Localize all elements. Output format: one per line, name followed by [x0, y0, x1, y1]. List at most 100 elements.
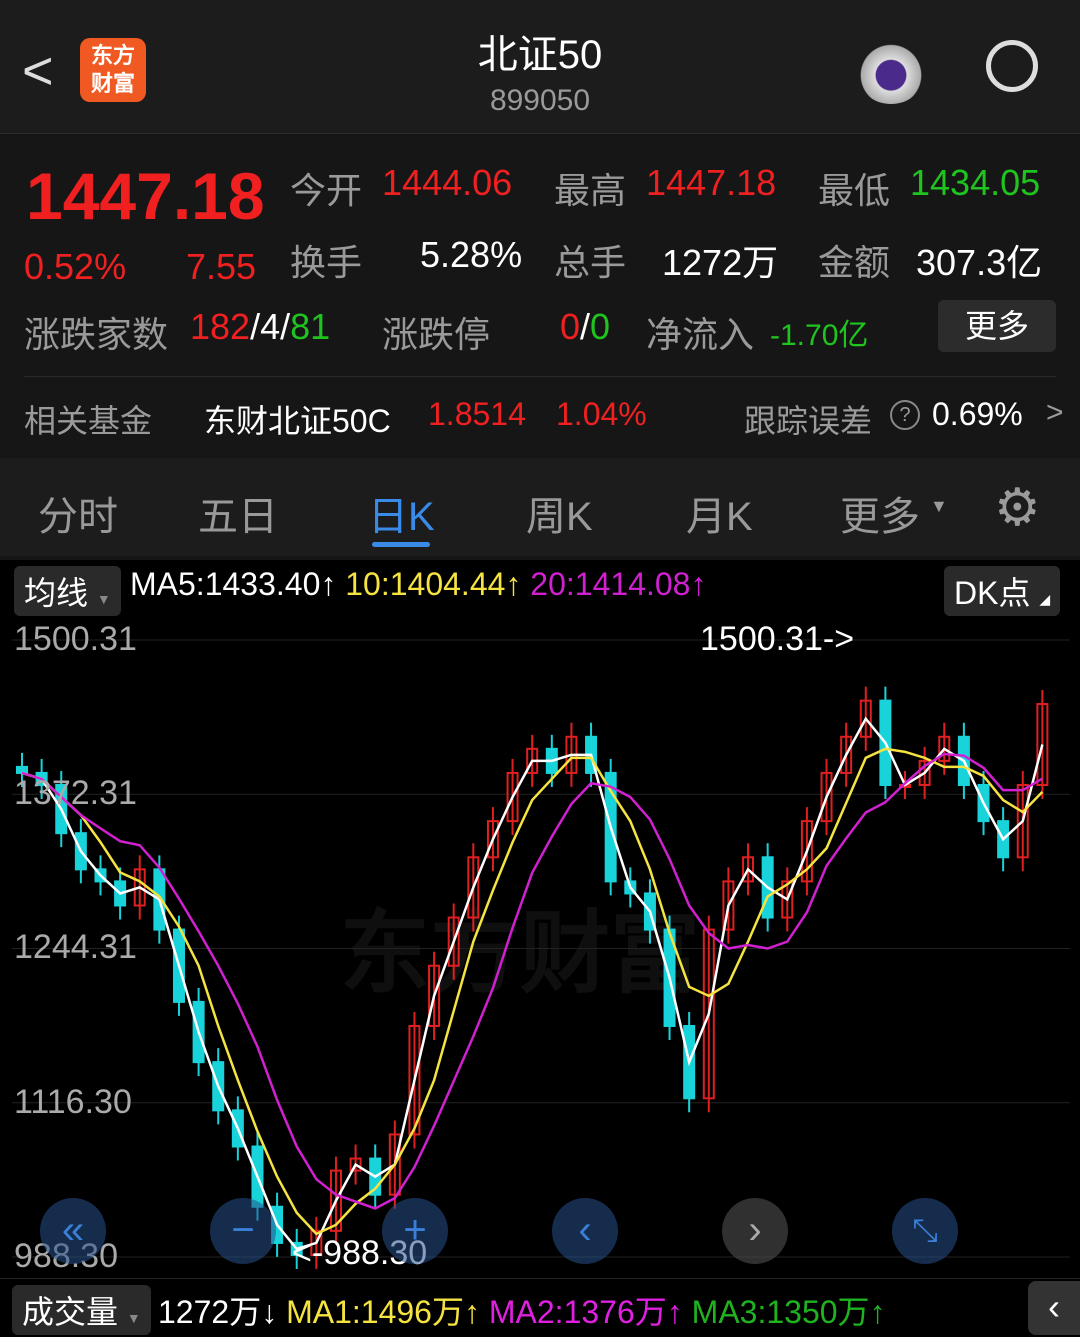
robot-assistant-icon[interactable] — [856, 40, 926, 104]
candle — [447, 916, 460, 967]
page-title: 北证50 — [477, 33, 603, 77]
ma20-value: 20:1414.08↑ — [530, 566, 707, 602]
scroll-right-button[interactable]: › — [722, 1198, 788, 1264]
high-label: 最高 — [554, 170, 627, 211]
ma-select-label: 均线 — [24, 575, 89, 611]
tab-daily-k[interactable]: 日K — [368, 495, 435, 539]
active-tab-indicator — [372, 542, 430, 547]
candle — [329, 1169, 342, 1232]
fund-nav: 1.8514 — [428, 396, 526, 432]
ma-legend: MA5:1433.40↑ 10:1404.44↑ 20:1414.08↑ — [130, 566, 706, 603]
gear-icon[interactable]: ⚙ — [994, 479, 1041, 537]
zoom-out-button[interactable]: − — [210, 1198, 276, 1264]
divider — [24, 376, 1056, 377]
y-tick-label: 1244.31 — [14, 928, 137, 967]
candle — [742, 856, 755, 883]
dk-point-button[interactable]: DK点 ◢ — [944, 566, 1061, 616]
vol-ma3: MA3:1350万↑ — [691, 1294, 886, 1330]
period-tabs: 分时 五日 日K 周K 月K 更多 ▼ ⚙ — [0, 458, 1080, 556]
watermark: 东方财富 — [340, 904, 700, 1004]
indicator-select-label: 成交量 — [22, 1294, 119, 1330]
more-button[interactable]: 更多 — [938, 300, 1056, 352]
candle — [349, 1157, 362, 1172]
stock-code: 899050 — [489, 84, 591, 117]
open-value: 1444.06 — [382, 162, 513, 203]
netflow-value: -1.70亿 — [770, 319, 869, 352]
turnover-label: 换手 — [290, 242, 363, 283]
volume-now: 1272万↓ — [158, 1294, 278, 1330]
volume-label: 总手 — [554, 242, 627, 283]
candle — [781, 880, 794, 919]
candle — [467, 856, 480, 919]
ma5-value: MA5:1433.40↑ — [130, 566, 337, 602]
vol-ma1: MA1:1496万↑ — [286, 1294, 480, 1330]
y-tick-label: 1500.31 — [14, 620, 137, 658]
turnover-value: 5.28% — [420, 234, 523, 275]
candlestick-chart[interactable] — [0, 560, 1080, 1337]
candle — [16, 765, 28, 774]
ma10-line — [21, 747, 1044, 1236]
low-label: 最低 — [818, 170, 891, 211]
ma20-line — [21, 752, 1044, 1210]
fullscreen-button[interactable]: ⤡ — [892, 1198, 958, 1264]
volume-legend: 1272万↓ MA1:1496万↑ MA2:1376万↑ MA3:1350万↑ — [158, 1287, 886, 1333]
candle — [310, 1229, 323, 1256]
tab-monthly-k[interactable]: 月K — [686, 495, 753, 539]
change-pct: 0.52% — [24, 246, 127, 287]
app-logo: 东方 财富 — [80, 38, 146, 102]
limit-up: 0 — [560, 306, 581, 347]
dk-label: DK点 — [954, 575, 1031, 611]
limit-label: 涨跌停 — [382, 314, 491, 355]
breadth-value: 182/4/81 — [190, 306, 331, 347]
ma10-value: 10:1404.44↑ — [345, 566, 522, 602]
candle — [820, 771, 833, 823]
up-count: 182 — [190, 306, 251, 347]
candle — [388, 1133, 401, 1196]
tracking-error-label: 跟踪误差 — [744, 403, 873, 439]
tab-intraday[interactable]: 分时 — [38, 495, 118, 539]
back-icon[interactable]: < — [22, 41, 54, 101]
candle — [722, 880, 735, 931]
change-value: 7.55 — [186, 246, 257, 287]
collapse-button[interactable]: ‹ — [1028, 1281, 1080, 1335]
volume-value: 1272万 — [662, 242, 779, 283]
vol-ma2: MA2:1376万↑ — [488, 1294, 683, 1330]
scroll-left-button[interactable]: ‹ — [552, 1198, 618, 1264]
candle — [918, 759, 931, 786]
kline-chart-area: 均线 ▼ MA5:1433.40↑ 10:1404.44↑ 20:1414.08… — [0, 560, 1080, 1337]
ma5-line — [21, 716, 1044, 1251]
netflow-label: 净流入 — [646, 314, 755, 355]
last-price: 1447.18 — [26, 159, 265, 233]
tracking-error-value: 0.69% — [932, 396, 1023, 432]
candle — [133, 868, 146, 907]
candle — [1016, 783, 1029, 859]
fund-pct: 1.04% — [556, 396, 647, 432]
candle — [506, 771, 519, 823]
candle — [428, 964, 441, 1027]
chevron-right-icon[interactable]: > — [1046, 396, 1064, 429]
zoom-in-button[interactable]: + — [382, 1198, 448, 1264]
limit-down: 0 — [590, 306, 611, 347]
open-label: 今开 — [290, 170, 363, 211]
candle — [840, 735, 853, 774]
candle — [859, 699, 872, 738]
search-icon[interactable] — [986, 40, 1038, 92]
breadth-label: 涨跌家数 — [24, 314, 169, 355]
volume-bar: 成交量 ▼ 1272万↓ MA1:1496万↑ MA2:1376万↑ MA3:1… — [0, 1278, 1080, 1337]
fund-label: 相关基金 — [24, 403, 153, 439]
tab-five-day[interactable]: 五日 — [198, 495, 278, 539]
indicator-select[interactable]: 成交量 ▼ — [12, 1285, 151, 1335]
help-icon[interactable]: ? — [890, 400, 920, 430]
tab-more[interactable]: 更多 — [840, 495, 920, 539]
fund-name[interactable]: 东财北证50C — [204, 403, 391, 439]
down-count: 81 — [290, 306, 331, 347]
ma-select[interactable]: 均线 ▼ — [14, 566, 121, 616]
candle — [408, 1024, 421, 1136]
amount-value: 307.3亿 — [916, 242, 1043, 283]
y-tick-label: 1372.31 — [14, 774, 137, 813]
tab-weekly-k[interactable]: 周K — [526, 495, 593, 539]
candle — [702, 928, 715, 1100]
low-value: 1434.05 — [910, 162, 1041, 203]
rewind-button[interactable]: « — [40, 1198, 106, 1264]
dropdown-icon: ▼ — [930, 496, 948, 516]
